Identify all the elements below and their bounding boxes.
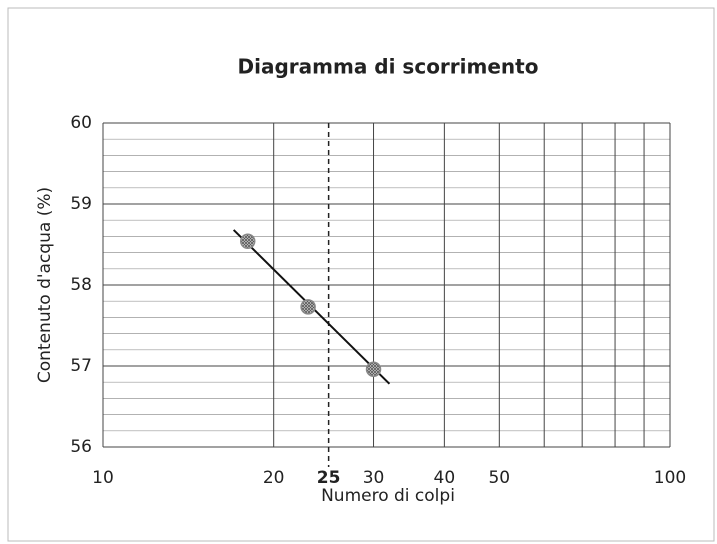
data-point: [365, 361, 382, 377]
x-tick-label: 40: [434, 468, 456, 488]
x-tick-label: 20: [263, 468, 285, 488]
chart-title: Diagramma di scorrimento: [238, 55, 539, 79]
y-tick-label: 59: [70, 194, 92, 214]
y-tick-label: 57: [70, 356, 92, 376]
x-tick-label: 50: [488, 468, 510, 488]
y-tick-label: 60: [70, 113, 92, 133]
x-tick-label: 30: [363, 468, 385, 488]
data-point: [300, 299, 316, 315]
x-tick-label: 10: [92, 468, 114, 488]
x-axis-label: Numero di colpi: [321, 486, 455, 506]
x-tick-label: 100: [654, 468, 686, 488]
frame: [7, 7, 715, 542]
y-axis-label: Contenuto d'acqua (%): [35, 187, 55, 383]
data-point: [239, 233, 256, 250]
y-tick-label: 56: [70, 437, 92, 457]
y-tick-label: 58: [70, 275, 92, 295]
x-tick-label: 25: [317, 468, 341, 488]
